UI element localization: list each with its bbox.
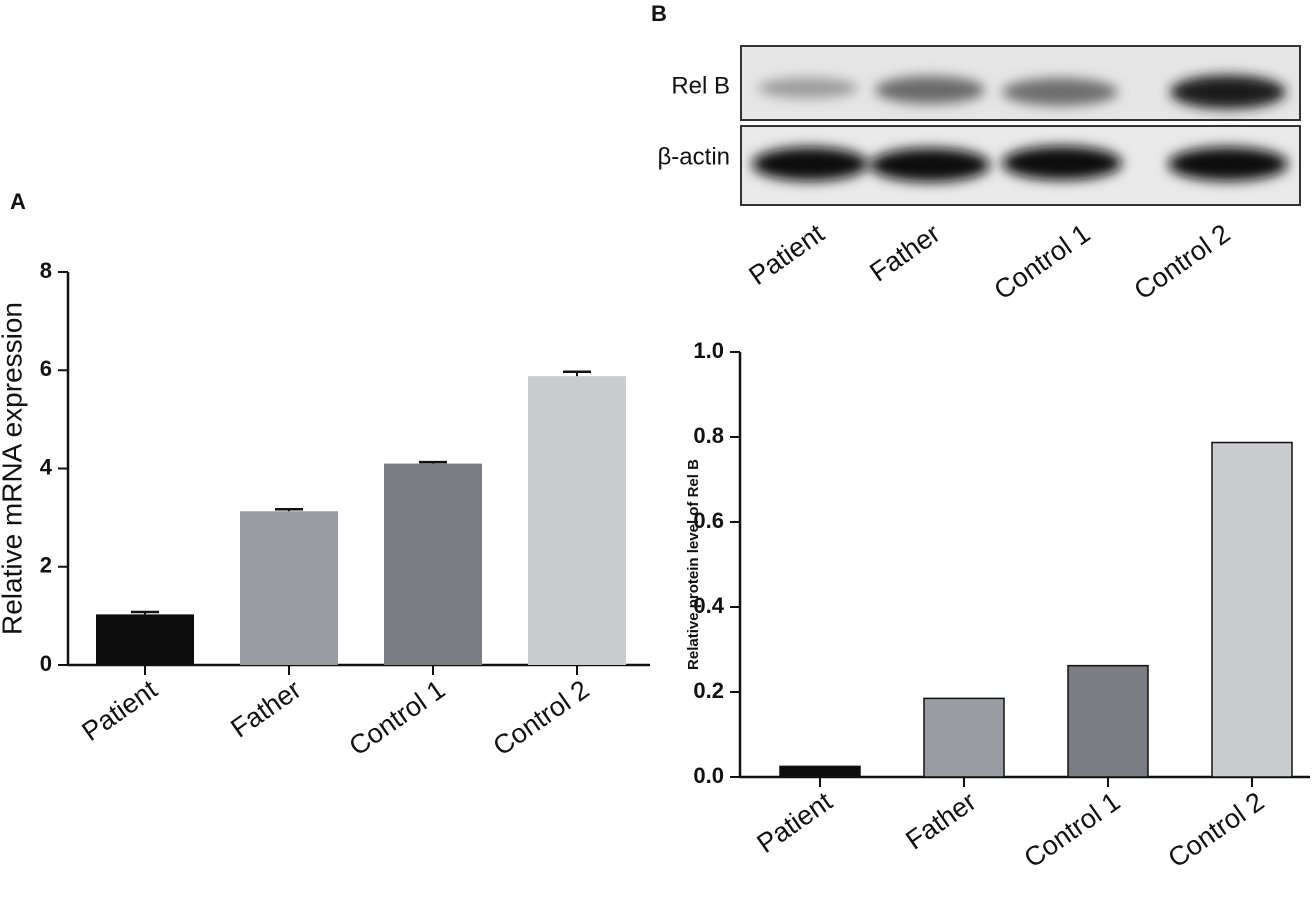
x-tick-label: Control 2: [488, 674, 595, 761]
y-axis-label: Relative protein level of Rel B: [685, 459, 702, 670]
lane-label: Control 1: [989, 218, 1096, 305]
band: [870, 148, 990, 182]
bar: [528, 376, 626, 665]
bar: [1067, 664, 1149, 778]
y-tick-label: 2: [40, 553, 52, 578]
y-tick-label: 0.8: [693, 423, 724, 448]
panel-label: A: [10, 189, 26, 214]
lane-label: Patient: [743, 218, 829, 291]
bar: [96, 614, 194, 665]
x-tick-label: Patient: [76, 674, 162, 747]
bar: [1211, 441, 1293, 778]
blot-row-label: Rel B: [671, 72, 730, 99]
x-tick-label: Father: [225, 674, 306, 743]
x-tick-label: Control 2: [1163, 786, 1270, 873]
y-tick-label: 0.2: [693, 678, 724, 703]
band: [752, 147, 868, 181]
band: [1002, 146, 1122, 180]
bar: [384, 463, 482, 665]
x-tick-label: Patient: [751, 786, 837, 859]
y-tick-label: 0: [40, 651, 52, 676]
bar: [240, 511, 338, 665]
y-tick-label: 6: [40, 356, 52, 381]
x-tick-label: Control 1: [344, 674, 451, 761]
panel-label: B: [651, 1, 667, 26]
x-tick-label: Father: [900, 786, 981, 855]
y-tick-label: 0.6: [693, 508, 724, 533]
y-tick-label: 4: [40, 454, 53, 479]
y-tick-label: 8: [40, 258, 52, 283]
y-tick-label: 1.0: [693, 338, 724, 363]
bar: [923, 697, 1005, 778]
band: [1168, 147, 1288, 181]
band: [758, 78, 858, 98]
y-tick-label: 0.0: [693, 763, 724, 788]
band: [875, 76, 985, 104]
x-tick-label: Control 1: [1019, 786, 1126, 873]
western-blot: Rel B β-actin Patient Father Control 1 C…: [658, 45, 1301, 306]
lane-label: Father: [864, 218, 945, 287]
band: [1002, 78, 1118, 106]
bar: [779, 765, 861, 778]
lane-label: Control 2: [1129, 218, 1236, 305]
y-axis-label: Relative mRNA expression: [0, 302, 27, 635]
y-tick-label: 0.4: [693, 593, 724, 618]
band: [1170, 75, 1286, 109]
blot-row-label: β-actin: [658, 143, 731, 170]
